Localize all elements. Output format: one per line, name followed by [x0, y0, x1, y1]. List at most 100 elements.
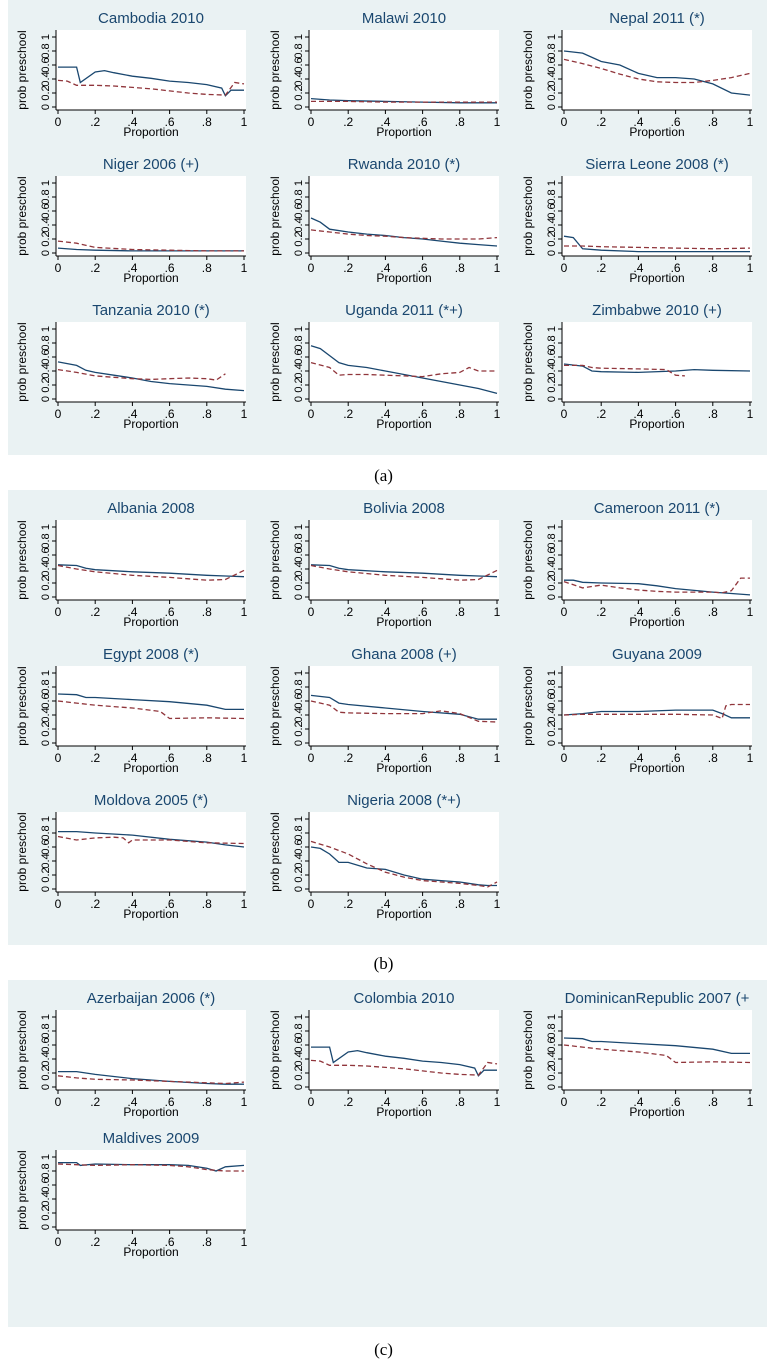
x-tick-label: .2: [343, 407, 353, 421]
y-tick-label: 0.8: [40, 335, 52, 350]
x-tick-label: 1: [494, 407, 501, 421]
y-tick-label: 0: [293, 396, 305, 402]
series-line-dashed: [57, 1163, 244, 1172]
x-tick-label: .8: [708, 115, 718, 129]
x-tick-label: .6: [165, 1095, 175, 1109]
x-tick-label: .4: [127, 1095, 137, 1109]
y-tick-label: 0.4: [546, 217, 558, 232]
x-tick-label: .8: [202, 261, 212, 275]
y-tick-label: 0.8: [40, 533, 52, 548]
chart-title: Nigeria 2008 (*+): [347, 792, 461, 809]
x-axis-label: Proportion: [376, 907, 431, 921]
y-axis-label: prob preschool: [268, 1010, 282, 1089]
y-tick-label: 0.6: [546, 203, 558, 218]
x-tick-label: .2: [596, 605, 606, 619]
y-tick-label: 0.2: [546, 721, 558, 736]
y-tick-label: 0.6: [293, 1037, 305, 1052]
series-line-solid: [57, 247, 244, 252]
y-tick-label: 1: [293, 1014, 305, 1020]
x-tick-label: .8: [708, 751, 718, 765]
y-tick-label: 0.6: [546, 693, 558, 708]
series-line-dashed: [57, 700, 245, 720]
x-tick-label: .4: [127, 751, 137, 765]
y-tick-label: 1: [546, 524, 558, 530]
y-tick-label: 0.6: [40, 349, 52, 364]
x-tick-label: .4: [127, 115, 137, 129]
x-tick-label: 0: [308, 1095, 315, 1109]
x-tick-label: 0: [308, 751, 315, 765]
y-tick-label: 0: [546, 594, 558, 600]
y-tick-label: 0: [546, 396, 558, 402]
y-tick-label: 0.4: [40, 71, 52, 86]
y-tick-label: 0.6: [40, 547, 52, 562]
x-tick-label: .6: [418, 261, 428, 275]
y-tick-label: 0.6: [546, 57, 558, 72]
x-tick-label: .4: [633, 751, 643, 765]
plot-area: [309, 176, 499, 256]
x-axis-label: Proportion: [123, 1245, 178, 1259]
y-tick-label: 1: [546, 670, 558, 676]
y-axis-label: prob preschool: [521, 1010, 535, 1089]
y-tick-label: 0.2: [40, 867, 52, 882]
plot-area: [309, 322, 499, 402]
series-line-dashed: [310, 229, 498, 240]
x-tick-label: .6: [165, 115, 175, 129]
y-tick-label: 0: [293, 1084, 305, 1090]
y-tick-label: 1: [40, 180, 52, 186]
series-line-solid: [310, 564, 498, 578]
x-tick-label: .2: [343, 751, 353, 765]
y-tick-label: 0.6: [546, 1037, 558, 1052]
series-line-dashed: [310, 361, 497, 378]
plot-area: [562, 1010, 752, 1090]
chart-title: Zimbabwe 2010 (+): [592, 302, 722, 319]
chart-title: Bolivia 2008: [363, 500, 445, 517]
x-tick-label: 0: [561, 261, 568, 275]
x-tick-label: 0: [55, 751, 62, 765]
x-tick-label: .4: [633, 407, 643, 421]
x-tick-label: 1: [241, 407, 248, 421]
x-tick-label: 1: [241, 1095, 248, 1109]
y-tick-label: 0.4: [546, 363, 558, 378]
x-tick-label: .8: [455, 407, 465, 421]
y-tick-label: 0.2: [293, 867, 305, 882]
x-tick-label: 0: [55, 261, 62, 275]
x-tick-label: .6: [165, 897, 175, 911]
plot-area: [562, 176, 752, 256]
y-tick-label: 0.6: [293, 57, 305, 72]
y-axis-label: prob preschool: [268, 322, 282, 401]
x-axis-label: Proportion: [123, 761, 178, 775]
x-tick-label: .6: [418, 407, 428, 421]
x-tick-label: .2: [343, 115, 353, 129]
x-tick-label: .6: [671, 751, 681, 765]
x-axis-label: Proportion: [629, 1105, 684, 1119]
x-tick-label: .2: [90, 261, 100, 275]
x-tick-label: 1: [241, 1235, 248, 1249]
x-tick-label: .4: [127, 605, 137, 619]
x-tick-label: .2: [596, 407, 606, 421]
x-tick-label: .8: [455, 261, 465, 275]
x-tick-label: 0: [308, 407, 315, 421]
x-tick-label: 1: [241, 115, 248, 129]
x-tick-label: 1: [494, 751, 501, 765]
y-tick-label: 0.8: [546, 533, 558, 548]
y-tick-label: 0: [546, 104, 558, 110]
x-tick-label: 0: [561, 1095, 568, 1109]
x-tick-label: 1: [747, 407, 754, 421]
y-tick-label: 0: [293, 250, 305, 256]
y-tick-label: 0.6: [40, 693, 52, 708]
y-tick-label: 1: [546, 34, 558, 40]
y-axis-label: prob preschool: [268, 520, 282, 599]
x-tick-label: 1: [747, 115, 754, 129]
x-tick-label: 1: [241, 261, 248, 275]
x-tick-label: .8: [455, 115, 465, 129]
y-tick-label: 0.8: [40, 679, 52, 694]
x-tick-label: 1: [747, 1095, 754, 1109]
x-tick-label: .4: [380, 897, 390, 911]
y-tick-label: 0.4: [40, 707, 52, 722]
x-tick-label: .6: [418, 605, 428, 619]
y-tick-label: 0.6: [293, 693, 305, 708]
x-axis-label: Proportion: [123, 615, 178, 629]
